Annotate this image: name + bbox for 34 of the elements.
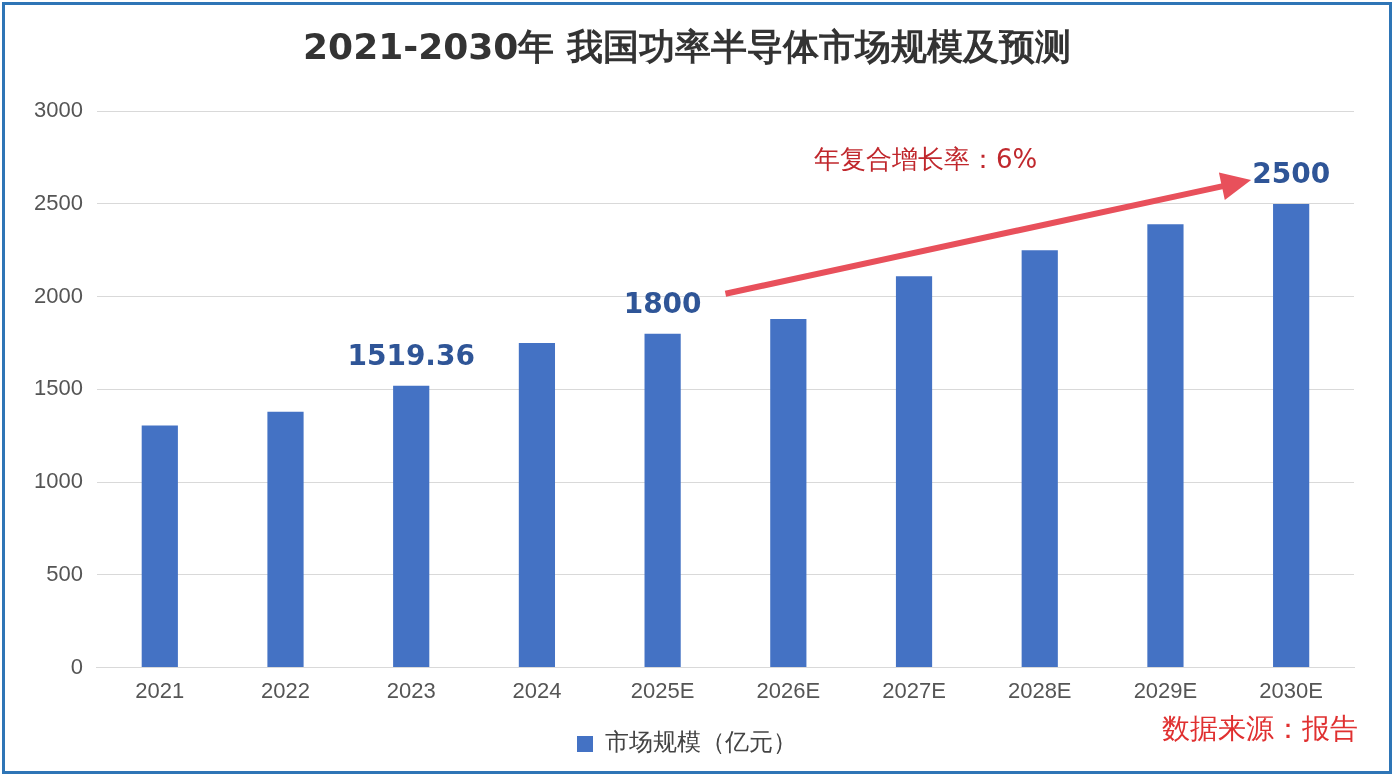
x-tick-label: 2028E bbox=[1007, 677, 1072, 703]
y-tick-label: 500 bbox=[46, 560, 83, 586]
x-tick-label: 2024 bbox=[512, 677, 562, 703]
y-tick-label: 0 bbox=[70, 653, 83, 679]
y-tick-label: 1500 bbox=[33, 375, 83, 401]
bar bbox=[1147, 224, 1184, 668]
x-tick-label: 2023 bbox=[386, 677, 436, 703]
y-tick-label: 2500 bbox=[33, 190, 83, 215]
y-tick-label: 2000 bbox=[33, 282, 83, 308]
x-tick-label: 2022 bbox=[261, 677, 310, 703]
y-tick-label: 3000 bbox=[33, 97, 83, 123]
annotation: 年复合增长率：6% bbox=[814, 142, 1038, 176]
data-label: 1800 bbox=[623, 287, 702, 321]
bar bbox=[644, 333, 681, 668]
source-note: 数据来源：报告 bbox=[1162, 711, 1358, 747]
bar bbox=[393, 385, 430, 668]
bar bbox=[770, 318, 807, 668]
bar bbox=[895, 276, 933, 668]
bar bbox=[1273, 203, 1310, 668]
y-tick-label: 1000 bbox=[33, 468, 83, 494]
x-tick-label: 2021 bbox=[135, 677, 185, 703]
x-tick-label: 2025E bbox=[630, 677, 695, 703]
chart-title: 2021-2030年 我国功率半导体市场规模及预测 bbox=[303, 25, 1071, 67]
x-tick-label: 2029E bbox=[1133, 677, 1198, 703]
bar bbox=[141, 425, 178, 668]
bar bbox=[267, 411, 304, 668]
x-tick-label: 2026E bbox=[756, 677, 821, 703]
x-tick-label: 2030E bbox=[1259, 677, 1323, 703]
bar bbox=[1021, 250, 1058, 668]
data-label: 2500 bbox=[1252, 157, 1331, 191]
legend-label: 市场规模（亿元） bbox=[605, 728, 797, 757]
x-tick-label: 2027E bbox=[882, 677, 946, 703]
data-label: 1519.36 bbox=[347, 339, 475, 373]
bar bbox=[518, 343, 556, 668]
